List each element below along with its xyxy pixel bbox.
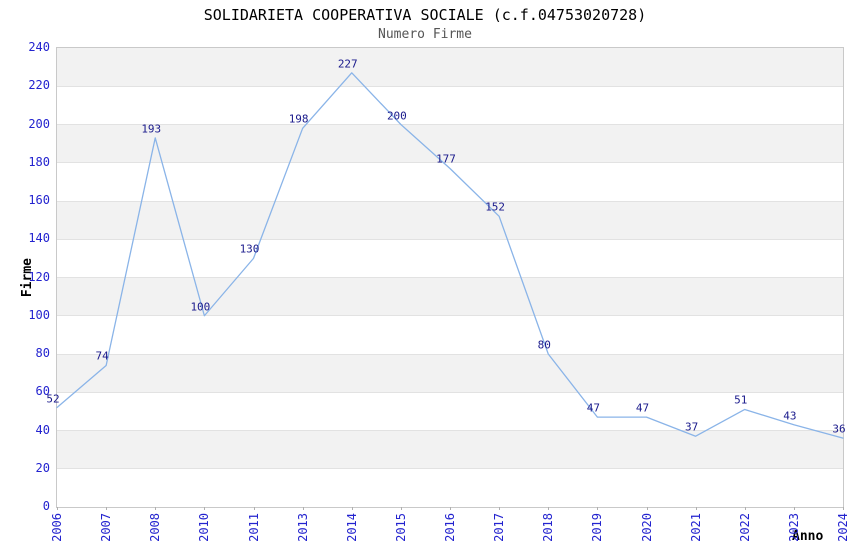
y-tick-label: 240: [28, 40, 50, 54]
x-tickmark: [793, 507, 795, 510]
chart-title: SOLIDARIETA COOPERATIVA SOCIALE (c.f.047…: [203, 6, 647, 24]
point-label: 52: [46, 392, 60, 406]
point-label: 43: [783, 409, 797, 423]
x-axis-title: Anno: [792, 529, 824, 544]
gridline: [57, 85, 843, 87]
band: [57, 277, 843, 316]
point-label: 198: [288, 112, 309, 126]
x-tickmark: [351, 507, 353, 510]
x-tickmark: [597, 507, 599, 510]
band: [57, 354, 843, 393]
x-tickmark: [646, 507, 648, 510]
point-label: 47: [586, 401, 600, 415]
series-polyline: [56, 72, 844, 439]
point-label: 193: [141, 122, 162, 136]
y-tick-label: 0: [42, 499, 50, 513]
gridline: [57, 315, 843, 317]
band: [57, 48, 843, 87]
x-tick-label: 2019: [590, 513, 605, 542]
point-label: 200: [386, 109, 407, 122]
x-tick-label: 2021: [688, 513, 703, 542]
y-tick-label: 220: [28, 78, 50, 93]
y-tick-label: 160: [28, 193, 50, 207]
y-tick-label: 100: [28, 307, 50, 322]
x-tickmark: [57, 507, 58, 510]
x-tick-label: 2016: [443, 513, 457, 542]
gridline: [57, 124, 843, 125]
plot-area: 52 74 193 100 130 198 227 200 177 152 80 47 47 37 51 43…: [46, 47, 846, 510]
gridline: [57, 277, 843, 278]
point-label: 227: [337, 57, 358, 71]
x-tickmark: [843, 507, 844, 510]
y-tick-label: 140: [28, 231, 50, 246]
gridline: [57, 162, 843, 164]
x-tickmark: [302, 507, 304, 510]
x-tick-label: 2023: [786, 513, 801, 542]
line-series: [56, 72, 844, 439]
x-tick-label: 2006: [50, 513, 64, 542]
x-tickmark: [253, 507, 255, 510]
point-label: 36: [832, 422, 846, 436]
x-tick-label: 2011: [246, 513, 261, 542]
chart-subtitle: Numero Firme: [378, 27, 472, 42]
y-tick-label: 80: [35, 346, 50, 360]
point-label: 80: [537, 338, 551, 352]
band: [57, 201, 843, 240]
y-tick-label: 120: [28, 269, 50, 284]
x-tick-label: 2008: [148, 513, 163, 542]
gridline: [57, 238, 843, 240]
y-tick-label: 40: [35, 422, 50, 437]
x-tick-label: 2017: [492, 513, 507, 542]
x-tickmark: [106, 507, 108, 510]
x-tickmark: [744, 507, 746, 510]
gridline: [57, 200, 843, 202]
x-tick-label: 2015: [393, 513, 408, 542]
x-tick-label: 2020: [639, 513, 654, 542]
x-tickmark: [155, 507, 157, 510]
x-tickmark: [548, 507, 550, 510]
gridline: [57, 391, 843, 393]
band: [57, 124, 843, 163]
x-tick-label: 2013: [295, 513, 310, 542]
gridline: [57, 353, 843, 355]
x-tick-label: 2007: [99, 513, 114, 542]
point-label: 37: [685, 420, 699, 434]
point-label: 177: [436, 152, 456, 166]
y-tick-label: 200: [28, 116, 50, 131]
point-label: 51: [734, 393, 748, 407]
point-label: 130: [239, 242, 260, 256]
x-tick-label: 2024: [836, 513, 850, 542]
x-tickmark: [204, 507, 206, 510]
x-tickmark: [499, 507, 501, 510]
y-tick-label: 20: [35, 460, 50, 475]
y-tick-label: 60: [35, 384, 50, 399]
x-tick-label: 2010: [197, 513, 212, 542]
point-label: 152: [485, 200, 506, 214]
x-tick-label: 2014: [344, 513, 359, 542]
x-tickmark: [695, 507, 697, 510]
y-tick-label: 180: [28, 154, 50, 169]
gridline: [57, 430, 843, 431]
band: [57, 430, 843, 469]
gridline: [57, 468, 843, 470]
point-label: 74: [95, 349, 109, 363]
x-tick-label: 2022: [737, 513, 752, 542]
point-label: 47: [635, 401, 650, 415]
x-tickmark: [450, 507, 451, 510]
point-label: 100: [190, 300, 211, 314]
x-tickmark: [400, 507, 402, 510]
x-tick-label: 2018: [541, 513, 556, 542]
